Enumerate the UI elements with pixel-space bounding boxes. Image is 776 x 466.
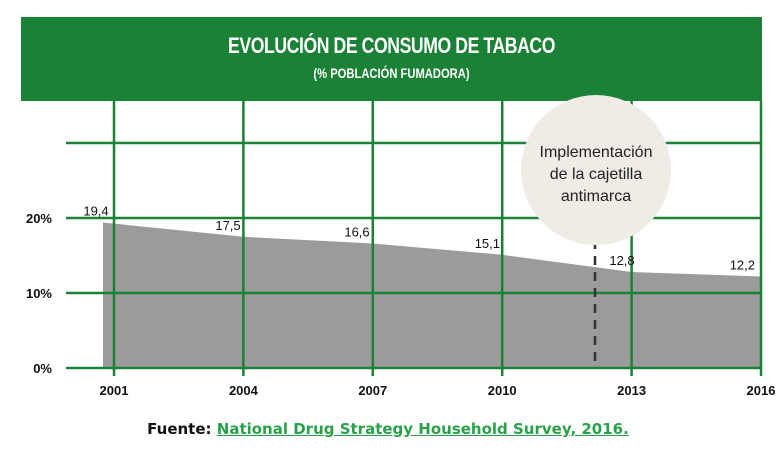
source-note: Fuente: National Drug Strategy Household… <box>0 420 776 438</box>
source-link[interactable]: National Drug Strategy Household Survey,… <box>216 420 629 438</box>
chart-plot: Implementación de la cajetilla antimarca 0… <box>26 95 776 398</box>
data-label: 12,2 <box>730 258 755 273</box>
data-label: 19,4 <box>83 204 108 219</box>
data-label: 17,5 <box>215 218 240 233</box>
data-label: 12,8 <box>609 253 634 268</box>
annotation-text: Implementación <box>540 144 653 161</box>
x-tick-label: 2007 <box>358 383 387 398</box>
data-label: 16,6 <box>344 225 369 240</box>
data-label: 15,1 <box>475 236 500 251</box>
y-tick-label: 0% <box>33 361 52 376</box>
x-tick-label: 2004 <box>229 383 259 398</box>
annotation-circle <box>521 95 671 245</box>
y-tick-label: 20% <box>26 211 52 226</box>
chart-title: EVOLUCIÓN DE CONSUMO DE TABACO <box>228 33 555 58</box>
x-tick-label: 2010 <box>488 383 517 398</box>
area-series <box>103 222 761 368</box>
x-tick-label: 2001 <box>100 383 129 398</box>
chart-header: EVOLUCIÓN DE CONSUMO DE TABACO (% POBLAC… <box>21 17 762 101</box>
x-tick-label: 2013 <box>617 383 646 398</box>
source-prefix: Fuente: <box>147 420 212 438</box>
annotation-text: antimarca <box>561 188 631 205</box>
x-tick-label: 2016 <box>747 383 776 398</box>
y-tick-label: 10% <box>26 286 52 301</box>
annotation-text: de la cajetilla <box>550 166 643 183</box>
chart-subtitle: (% POBLACIÓN FUMADORA) <box>313 65 470 81</box>
